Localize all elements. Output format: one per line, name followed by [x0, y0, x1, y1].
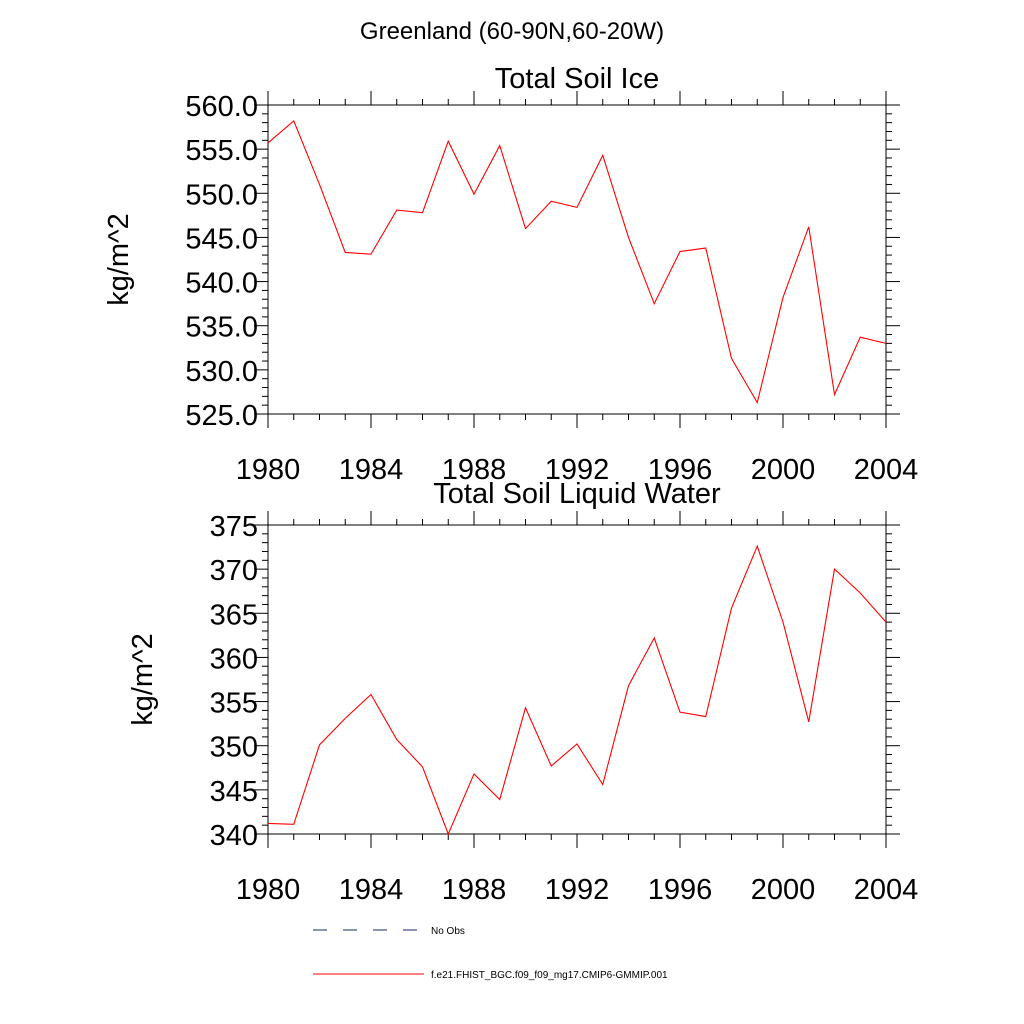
figure-suptitle: Greenland (60-90N,60-20W): [359, 18, 665, 45]
panel2-y-tick-label: 340: [210, 820, 258, 852]
panel2-y-axis-label: kg/m^2: [127, 633, 159, 726]
panel2-y-tick-label: 355: [210, 688, 258, 720]
panel1-y-tick-label: 545.0: [185, 223, 258, 255]
panel1-x-tick-label: 1984: [339, 454, 404, 486]
panel2-x-tick-label: 2000: [751, 874, 816, 906]
panel1-y-axis-label: kg/m^2: [103, 213, 135, 306]
panel1-x-tick-label: 2004: [854, 454, 919, 486]
panel2-series-line-1: [267, 544, 887, 836]
panel1-y-tick-label: 540.0: [185, 268, 258, 300]
panel1-series-line-1: [267, 119, 887, 404]
panel2-x-tick-label: 1980: [236, 874, 301, 906]
panel2-title: Total Soil Liquid Water: [433, 478, 721, 510]
panel1-x-tick-label: 1992: [545, 454, 610, 486]
panel1-plot-frame: [267, 104, 887, 415]
panel2-y-tick-label: 360: [210, 643, 258, 675]
panel2-x-tick-label: 1992: [545, 874, 610, 906]
panel1-x-tick-label: 1988: [442, 454, 507, 486]
panel2-plot-frame: [267, 524, 887, 835]
panel1-x-tick-label: 1996: [648, 454, 713, 486]
panel2-x-tick-label: 2004: [854, 874, 919, 906]
panel1-x-tick-label: 1980: [236, 454, 301, 486]
panel2-x-tick-label: 1984: [339, 874, 404, 906]
panel1-title: Total Soil Ice: [495, 63, 659, 95]
panel2-y-tick-label: 350: [210, 732, 258, 764]
panel1-y-tick-label: 550.0: [185, 179, 258, 211]
panel1-y-tick-label: 530.0: [185, 356, 258, 388]
panel1-y-tick-label: 560.0: [185, 91, 258, 123]
panel2-y-tick-label: 375: [210, 511, 258, 543]
panel2-y-tick-label: 370: [210, 555, 258, 587]
panel2-y-tick-label: 345: [210, 776, 258, 808]
legend-label-1: No Obs: [431, 926, 465, 937]
panel1-y-tick-label: 555.0: [185, 135, 258, 167]
legend-label-2: f.e21.FHIST_BGC.f09_f09_mg17.CMIP6-GMMIP…: [431, 970, 668, 981]
panel1-y-tick-label: 525.0: [185, 400, 258, 432]
panel1-y-tick-label: 535.0: [185, 312, 258, 344]
panel2-y-tick-label: 365: [210, 599, 258, 631]
panel1-x-tick-label: 2000: [751, 454, 816, 486]
panel2-x-tick-label: 1996: [648, 874, 713, 906]
panel2-x-tick-label: 1988: [442, 874, 507, 906]
